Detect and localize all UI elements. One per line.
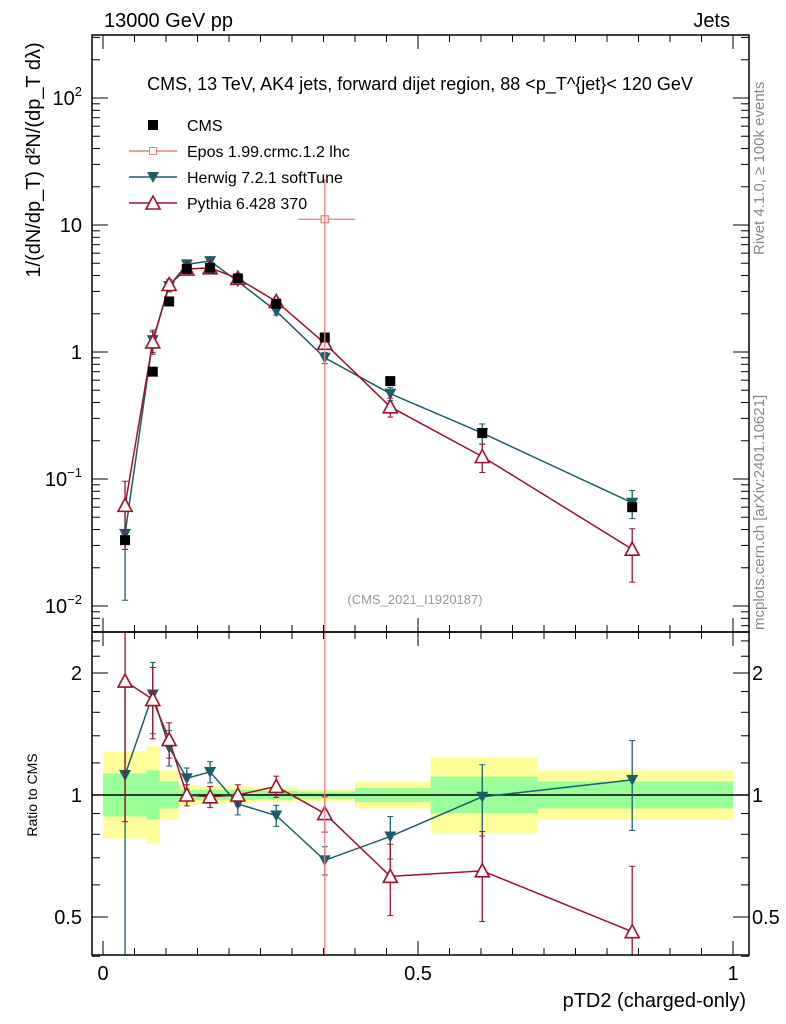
pythia-ratio-point <box>229 786 247 802</box>
header-right: Jets <box>693 10 730 32</box>
x-tick-label: 0.5 <box>404 963 432 985</box>
pythia-ratio-point <box>201 788 219 804</box>
pythia-line <box>124 267 633 550</box>
ratio-y-tick-label-right: 2 <box>752 663 763 685</box>
cms-point <box>181 264 192 275</box>
rivet-label: Rivet 4.1.0, ≥ 100k events <box>751 82 768 255</box>
herwig-ratio-point <box>476 791 489 803</box>
ratio-frame <box>91 631 750 956</box>
cms-point <box>385 376 396 387</box>
herwig-point <box>384 388 397 400</box>
ratio-ylabel: Ratio to CMS <box>24 753 40 836</box>
ratio-y-tick-label-right: 0.5 <box>752 907 780 929</box>
x-tick-label: 0 <box>97 963 108 985</box>
cms-point <box>232 273 243 284</box>
legend-label: Epos 1.99.crmc.1.2 lhc <box>187 144 350 161</box>
analysis-id: (CMS_2021_I1920187) <box>347 592 482 607</box>
legend-entry-3: Pythia 6.428 370 <box>129 194 307 213</box>
cms-point <box>147 366 158 377</box>
cms-point <box>627 502 638 513</box>
main-plot-area <box>116 215 641 601</box>
legend-entry-0: CMS <box>148 118 223 135</box>
legend-label: Herwig 7.2.1 softTune <box>187 170 343 187</box>
pythia-ratio-point <box>160 730 178 747</box>
x-axis-label: pTD2 (charged-only) <box>563 990 746 1012</box>
mcplots-label: mcplots.cern.ch [arXiv:2401.10621] <box>751 395 768 630</box>
pythia-point <box>473 447 491 464</box>
herwig-ratio-point <box>204 766 217 778</box>
pythia-point <box>381 398 399 414</box>
main-ylabel: 1/(dN/dp_T) d²N/(dp_T dλ) <box>23 42 45 277</box>
herwig-ratio-point <box>270 810 283 822</box>
ratio-y-tick-label: 0.5 <box>54 907 82 929</box>
y-tick-label: 1 <box>71 342 82 364</box>
herwig-ratio-point <box>180 773 193 785</box>
cms-point <box>164 296 175 307</box>
y-tick-label: 102 <box>53 84 82 110</box>
ratio-y-tick-label: 1 <box>71 785 82 807</box>
cms-point <box>271 298 282 309</box>
cms-point <box>477 428 488 439</box>
herwig-ratio-point <box>626 774 639 786</box>
cms-point <box>205 262 216 273</box>
legend-label: Pythia 6.428 370 <box>187 196 307 213</box>
pythia-point <box>623 540 641 557</box>
pythia-ratio-point <box>116 672 134 688</box>
legend-entry-2: Herwig 7.2.1 softTune <box>129 170 343 187</box>
legend-marker <box>148 120 158 130</box>
legend-marker <box>149 147 157 155</box>
pythia-ratio-point <box>144 690 162 707</box>
pythia-ratio-point <box>473 862 491 878</box>
pythia-point <box>160 275 178 292</box>
legend-marker <box>144 194 162 210</box>
y-tick-label: 10−2 <box>45 592 82 618</box>
legend-marker <box>147 172 159 183</box>
legend-label: CMS <box>187 118 223 135</box>
pythia-point <box>144 333 162 349</box>
pythia-point <box>116 496 134 513</box>
pythia-ratio-point <box>267 777 285 794</box>
main-ylabel-text: 1/(dN/dp_T) d²N/(dp_T dλ) <box>23 42 45 277</box>
ratio-y-tick-label-right: 1 <box>752 785 763 807</box>
legend-entry-1: Epos 1.99.crmc.1.2 lhc <box>129 144 350 161</box>
herwig-point <box>270 306 283 318</box>
herwig-ratio-point <box>384 831 397 843</box>
pythia-ratio-point <box>381 867 399 884</box>
cms-point <box>120 535 131 546</box>
main-title: CMS, 13 TeV, AK4 jets, forward dijet reg… <box>147 74 693 95</box>
header-left: 13000 GeV pp <box>104 10 233 32</box>
x-tick-label: 1 <box>727 963 738 985</box>
y-tick-label: 10−1 <box>45 465 82 491</box>
pythia-ratio-point <box>623 922 641 939</box>
ratio-y-tick-label: 2 <box>71 663 82 685</box>
ratio-plot-area <box>92 632 749 955</box>
herwig-line <box>124 260 633 534</box>
y-tick-label: 10 <box>60 215 82 237</box>
pythia-ratio-point <box>178 786 196 802</box>
